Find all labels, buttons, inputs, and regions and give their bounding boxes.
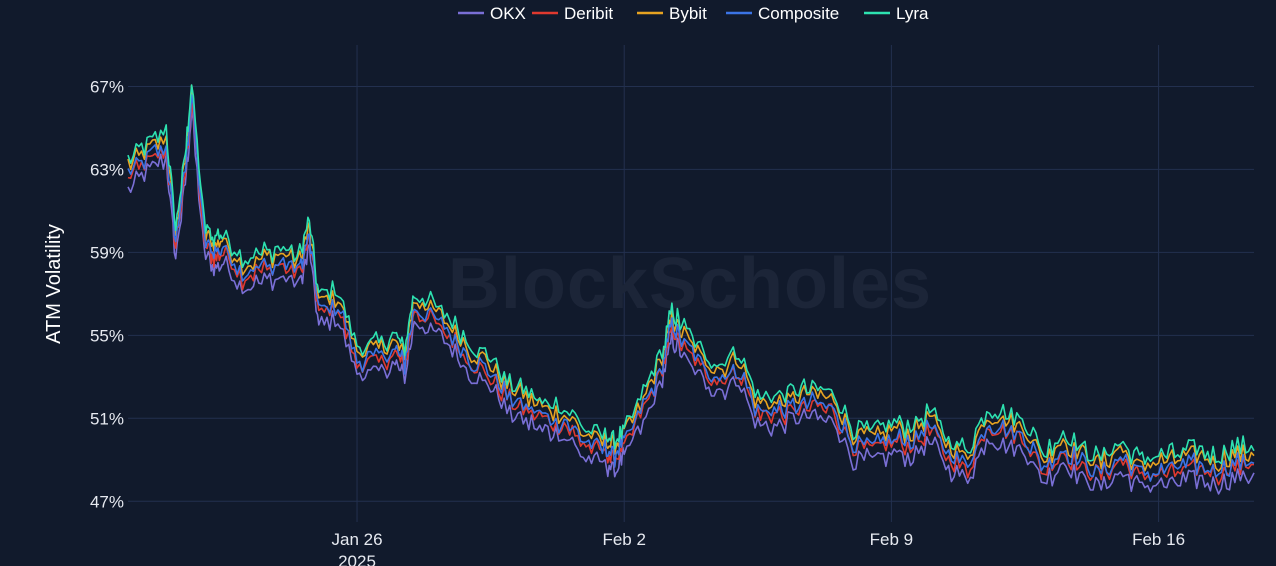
y-tick-label: 47% — [90, 492, 124, 511]
y-axis-ticks: 47% 51% 55% 59% 63% 67% — [90, 77, 124, 511]
legend-label-bybit: Bybit — [669, 4, 707, 23]
y-axis-title: ATM Volatility — [43, 224, 65, 344]
series-lines — [127, 84, 1255, 495]
x-axis-ticks: Jan 26 2025 Feb 2 Feb 9 Feb 16 — [331, 530, 1185, 566]
watermark: BlockScholes — [448, 244, 932, 324]
y-tick-label: 55% — [90, 326, 124, 345]
series-line-deribit — [127, 101, 1254, 486]
x-tick-label: Feb 9 — [870, 530, 913, 549]
y-tick-label: 59% — [90, 243, 124, 262]
y-tick-label: 51% — [90, 409, 124, 428]
series-line-okx — [127, 107, 1255, 495]
series-line-composite — [127, 94, 1255, 482]
legend-label-deribit: Deribit — [564, 4, 613, 23]
x-tick-label: Feb 16 — [1132, 530, 1185, 549]
legend[interactable]: OKX Deribit Bybit Composite Lyra — [458, 4, 929, 23]
y-tick-label: 63% — [90, 160, 124, 179]
legend-label-okx: OKX — [490, 4, 526, 23]
grid — [128, 45, 1254, 522]
legend-label-lyra: Lyra — [896, 4, 929, 23]
series-line-lyra — [127, 84, 1255, 465]
x-tick-label: Jan 26 2025 — [331, 530, 382, 566]
x-tick-label: Feb 2 — [602, 530, 645, 549]
y-tick-label: 67% — [90, 77, 124, 96]
series-line-bybit — [127, 84, 1255, 472]
legend-label-composite: Composite — [758, 4, 839, 23]
